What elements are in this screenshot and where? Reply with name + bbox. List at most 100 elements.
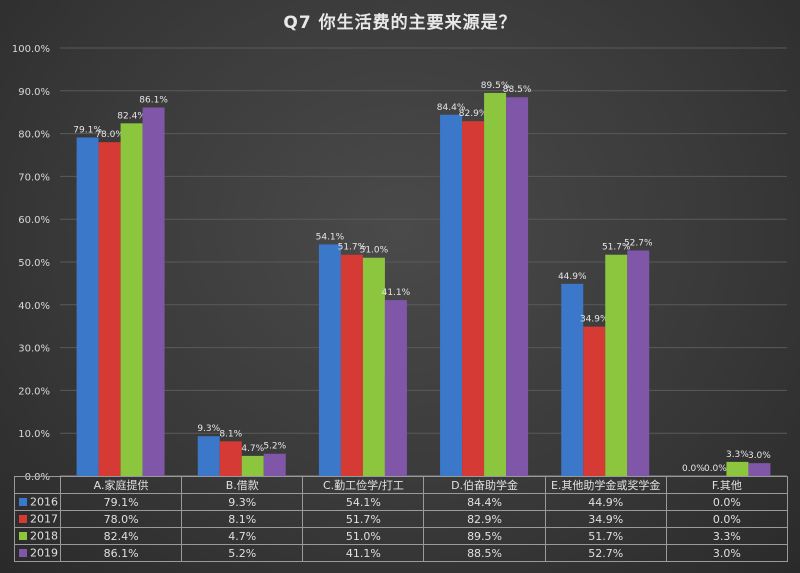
table-cell: 78.0% <box>59 510 183 528</box>
table-row: 2017 78.0% 8.1% 51.7% 82.9% 34.9% 0.0% <box>14 510 788 528</box>
data-label: 82.9% <box>459 109 488 119</box>
data-label: 51.7% <box>602 243 631 253</box>
data-label: 86.1% <box>139 95 168 105</box>
chart-title: Q7 你生活费的主要来源是？ <box>283 13 517 33</box>
table-cell: 86.1% <box>59 544 183 562</box>
bar <box>605 254 628 476</box>
data-table: A.家庭提供 B.借款 C.勤工俭学/打工 D.伯奋助学金 E.其他助学金或奖学金 F.其… <box>14 476 788 562</box>
category-label: F.其他 <box>665 476 788 494</box>
table-cell: 3.0% <box>665 544 788 562</box>
bar <box>318 244 341 476</box>
table-cell: 89.5% <box>423 527 546 545</box>
table-row: 2016 79.1% 9.3% 54.1% 84.4% 44.9% 0.0% <box>14 493 788 511</box>
data-label: 3.3% <box>726 450 749 460</box>
table-cell: 79.1% <box>59 493 183 511</box>
table-cell: 3.3% <box>665 527 788 545</box>
table-cell: 51.0% <box>302 527 425 545</box>
table-cell: 54.1% <box>302 493 425 511</box>
data-label: 41.1% <box>382 288 411 298</box>
table-header-row: A.家庭提供 B.借款 C.勤工俭学/打工 D.伯奋助学金 E.其他助学金或奖学金 F.其… <box>14 476 788 494</box>
table-cell: 44.9% <box>544 493 667 511</box>
table-cell: 84.4% <box>423 493 546 511</box>
data-label: 44.9% <box>558 272 587 282</box>
bar <box>726 461 749 476</box>
category-label: E.其他助学金或奖学金 <box>544 476 667 494</box>
bar <box>76 137 99 476</box>
y-tick-label: 30.0% <box>18 344 50 355</box>
data-label: 0.0% <box>704 464 727 474</box>
table-cell: 0.0% <box>665 493 788 511</box>
table-row: 2019 86.1% 5.2% 41.1% 88.5% 52.7% 3.0% <box>14 544 788 562</box>
y-tick-label: 70.0% <box>18 172 50 183</box>
category-label: D.伯奋助学金 <box>423 476 546 494</box>
bar <box>561 283 584 476</box>
bar <box>506 97 529 476</box>
legend-entry: 2016 <box>14 493 61 511</box>
bar <box>142 107 165 476</box>
bar <box>241 455 264 476</box>
table-cell: 88.5% <box>423 544 546 562</box>
bar <box>120 123 143 476</box>
bar <box>583 326 606 476</box>
bar <box>384 300 407 476</box>
table-cell: 0.0% <box>665 510 788 528</box>
category-label: B.借款 <box>181 476 304 494</box>
legend-entry: 2017 <box>14 510 61 528</box>
data-label: 51.0% <box>360 246 389 256</box>
data-label: 79.1% <box>73 125 102 135</box>
bar <box>263 453 286 476</box>
y-tick-label: 100.0% <box>12 44 50 55</box>
data-label: 5.2% <box>263 442 286 452</box>
data-label: 9.3% <box>197 424 220 434</box>
table-cell: 51.7% <box>302 510 425 528</box>
legend-swatch <box>19 515 27 524</box>
bar <box>748 463 771 476</box>
legend-entry: 2019 <box>14 544 61 562</box>
data-label: 8.1% <box>219 429 242 439</box>
legend-label: 2017 <box>30 512 58 526</box>
data-label: 88.5% <box>503 85 532 95</box>
table-cell: 51.7% <box>544 527 667 545</box>
y-tick-label: 50.0% <box>18 258 50 269</box>
data-label: 89.5% <box>481 81 510 91</box>
table-cell: 52.7% <box>544 544 667 562</box>
table-cell: 34.9% <box>544 510 667 528</box>
legend-swatch <box>19 498 27 507</box>
category-label: A.家庭提供 <box>59 476 183 494</box>
bar <box>340 254 363 476</box>
bar <box>219 441 242 476</box>
data-label: 84.4% <box>437 103 466 113</box>
category-label: C.勤工俭学/打工 <box>302 476 425 494</box>
legend-label: 2018 <box>30 529 58 543</box>
data-label: 4.7% <box>241 444 264 454</box>
data-label: 0.0% <box>682 464 705 474</box>
bar <box>462 121 485 477</box>
y-tick-label: 60.0% <box>18 215 50 226</box>
data-label: 54.1% <box>316 232 345 242</box>
table-cell: 41.1% <box>302 544 425 562</box>
table-corner-cell <box>14 476 61 494</box>
data-label: 51.7% <box>338 243 367 253</box>
legend-label: 2016 <box>30 495 58 509</box>
y-tick-label: 90.0% <box>18 87 50 98</box>
y-tick-label: 20.0% <box>18 386 50 397</box>
bar <box>440 114 463 476</box>
legend-entry: 2018 <box>14 527 61 545</box>
y-tick-label: 10.0% <box>18 429 50 440</box>
table-cell: 82.9% <box>423 510 546 528</box>
data-label: 34.9% <box>580 315 609 325</box>
bar <box>484 92 507 476</box>
bar <box>98 142 121 476</box>
table-cell: 5.2% <box>181 544 304 562</box>
y-tick-label: 80.0% <box>18 130 50 141</box>
legend-swatch <box>19 549 27 558</box>
data-label: 3.0% <box>748 451 771 461</box>
legend-label: 2019 <box>30 546 58 560</box>
table-cell: 8.1% <box>181 510 304 528</box>
table-cell: 4.7% <box>181 527 304 545</box>
bar <box>627 250 650 476</box>
bar <box>197 436 220 476</box>
data-label: 82.4% <box>117 111 146 121</box>
